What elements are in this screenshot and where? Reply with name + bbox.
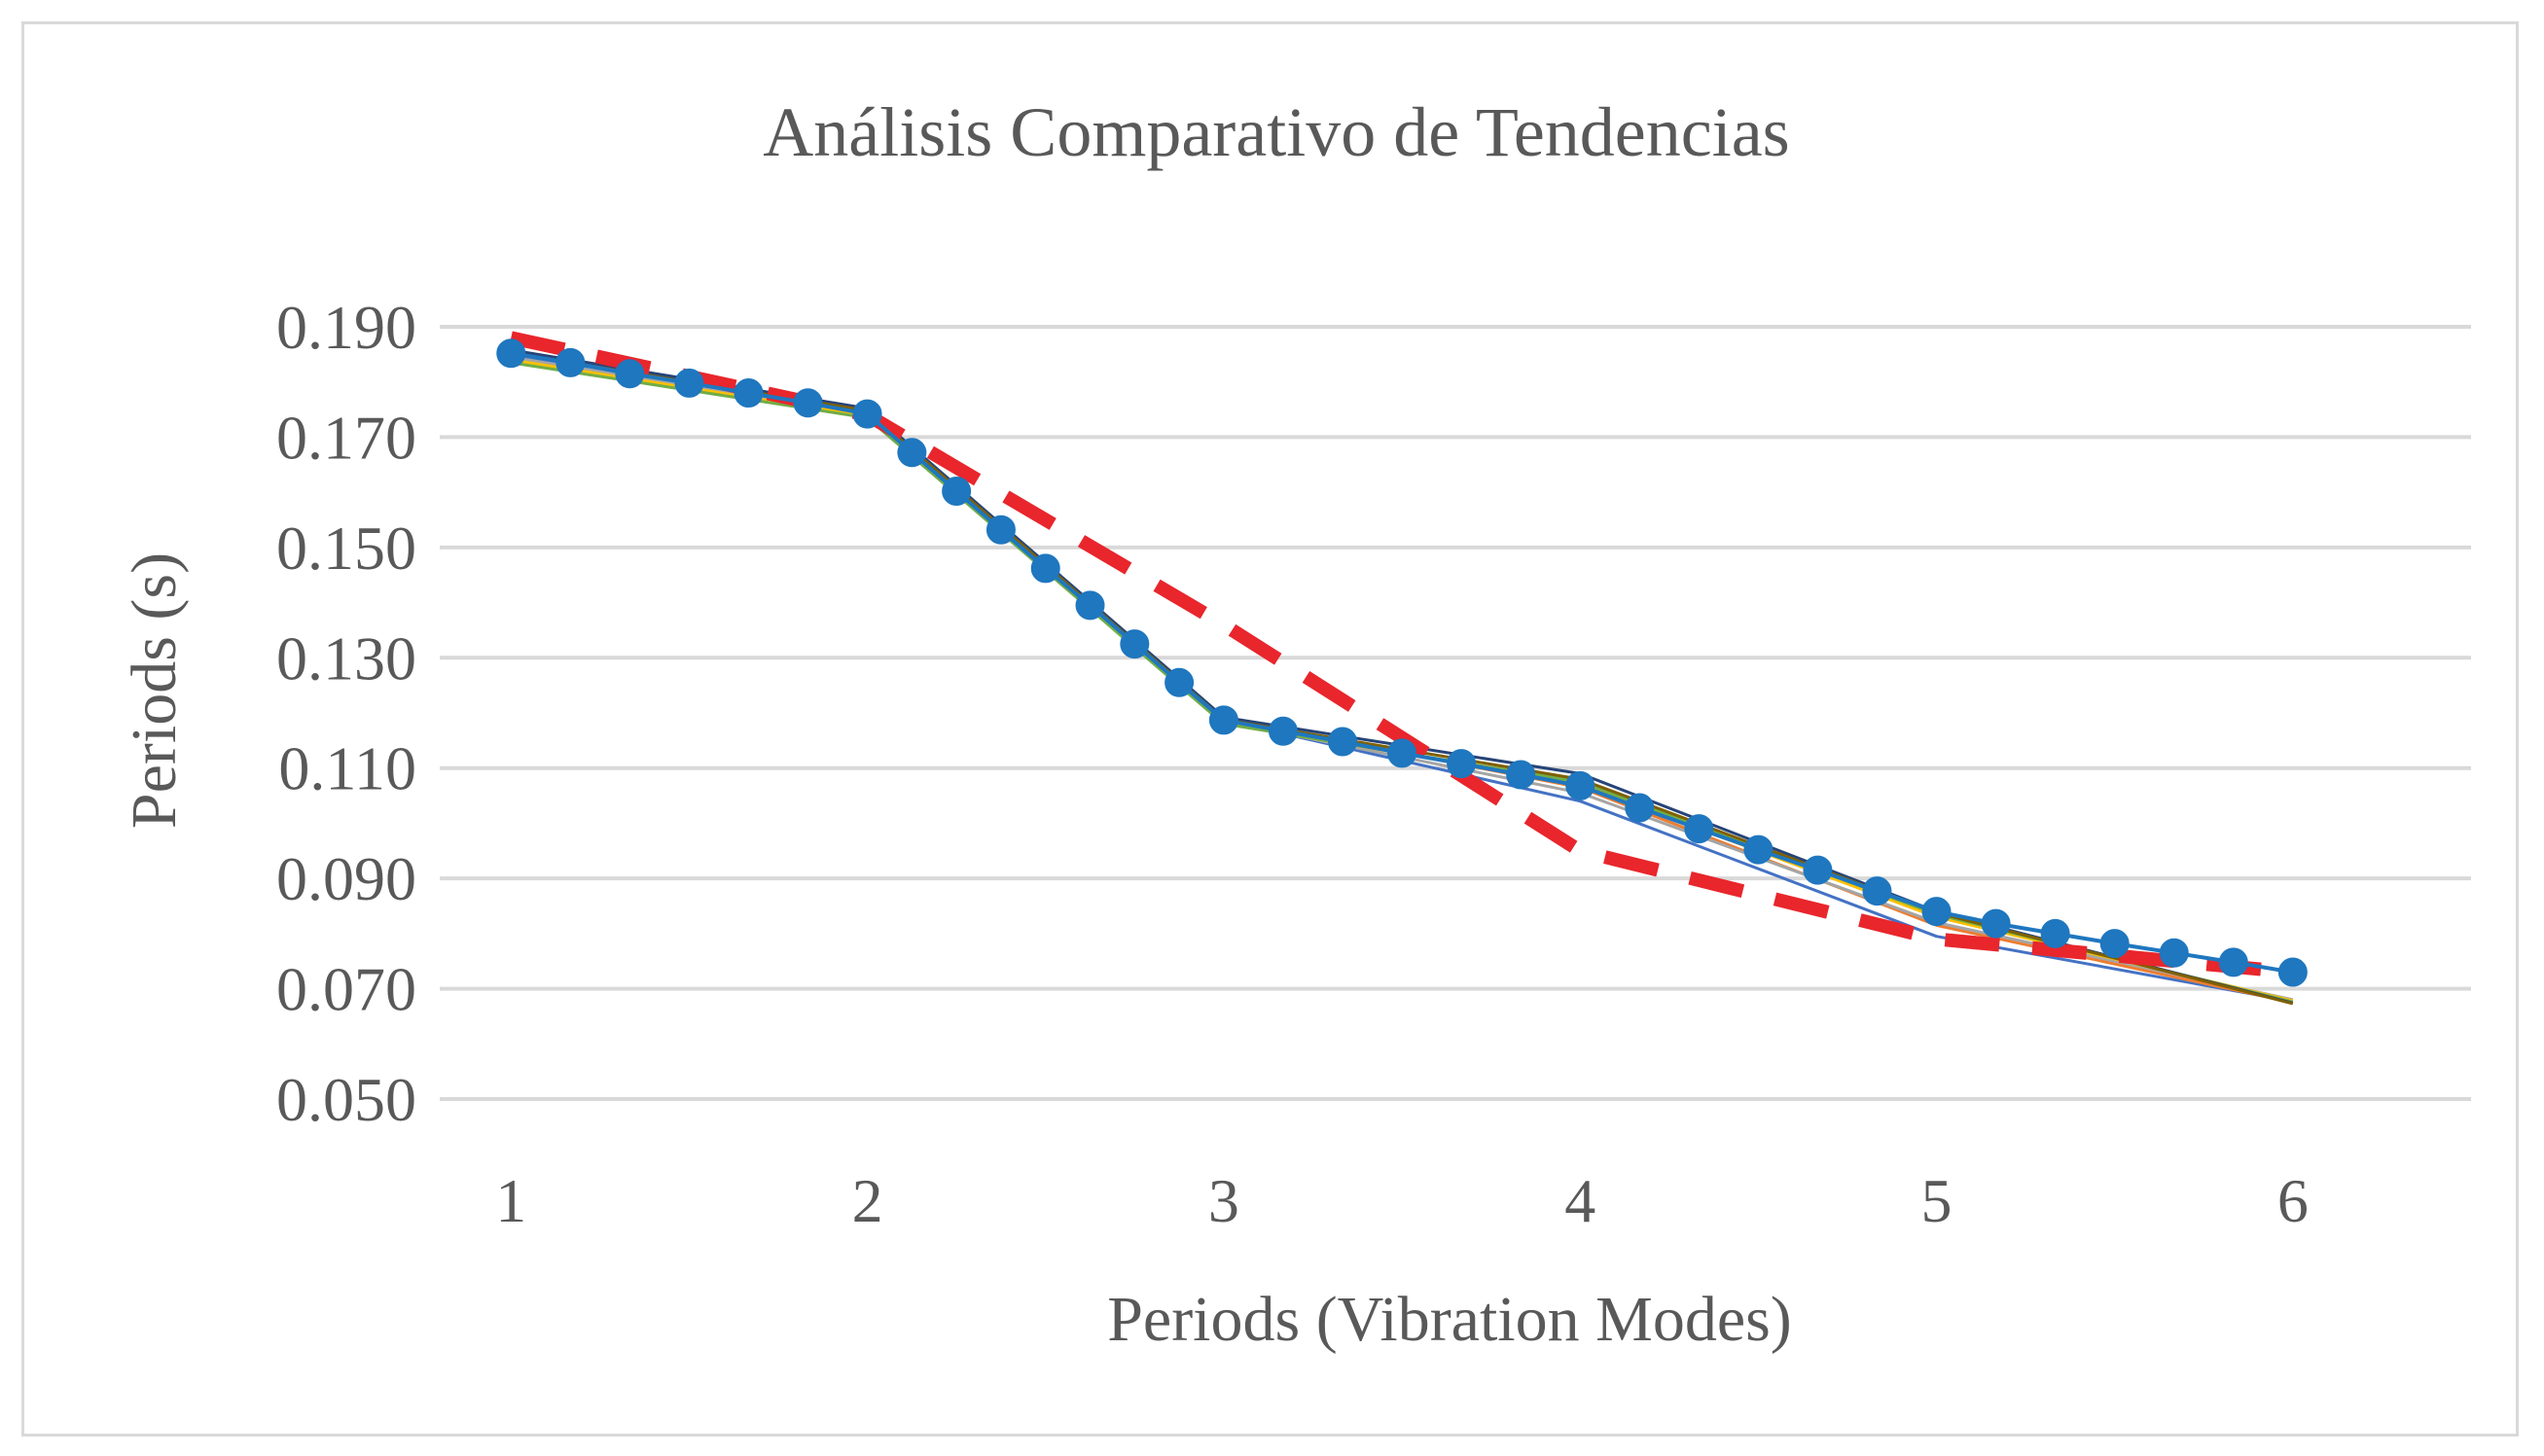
data-point: [1803, 855, 1833, 885]
data-point: [942, 477, 972, 507]
x-tick-label: 2: [852, 1166, 883, 1235]
chart-title: Análisis Comparativo de Tendencias: [763, 93, 1789, 171]
series-line: [511, 350, 2294, 1005]
series-markers: [496, 338, 2308, 987]
series-line: [511, 348, 2294, 1005]
data-point: [1862, 876, 1892, 906]
y-tick-label: 0.130: [276, 623, 416, 692]
data-point: [1075, 590, 1105, 621]
y-tick-label: 0.090: [276, 844, 416, 913]
x-tick-label: 5: [1921, 1166, 1953, 1235]
data-point: [2099, 929, 2130, 959]
y-tick-label: 0.070: [276, 955, 416, 1024]
data-point: [1268, 716, 1298, 746]
y-tick-label: 0.150: [276, 514, 416, 583]
data-point: [674, 368, 704, 398]
x-tick-label: 1: [495, 1166, 526, 1235]
y-axis-label: Periods (s): [119, 552, 190, 829]
data-point: [1165, 667, 1195, 697]
data-point: [1030, 553, 1060, 584]
x-tick-label: 3: [1208, 1166, 1239, 1235]
data-point: [1506, 760, 1536, 790]
x-tick-labels: 1 2 3 4 5 6: [495, 1166, 2309, 1235]
data-point: [852, 399, 882, 429]
series-line: [511, 358, 2294, 1003]
y-tick-labels: 0.190 0.170 0.150 0.130 0.110 0.090 0.070 0.050: [276, 293, 416, 1134]
data-point: [1387, 738, 1417, 768]
y-tick-label: 0.190: [276, 293, 416, 362]
data-point: [2277, 957, 2308, 987]
series-line: [511, 351, 2294, 1006]
data-point: [2159, 938, 2189, 968]
data-point: [985, 515, 1016, 545]
data-point: [2040, 918, 2070, 948]
x-tick-label: 6: [2277, 1166, 2309, 1235]
y-tick-label: 0.170: [276, 403, 416, 472]
data-point: [734, 378, 764, 408]
data-point: [1625, 793, 1655, 823]
series-line: [511, 361, 2294, 1004]
data-point: [1743, 835, 1774, 865]
data-point: [1327, 727, 1357, 757]
data-point: [1921, 897, 1952, 927]
data-point: [1981, 908, 2011, 939]
data-point: [793, 388, 823, 418]
data-point: [496, 338, 526, 369]
series-line: [511, 352, 2294, 1004]
data-point: [2218, 947, 2248, 977]
x-axis-label: Periods (Vibration Modes): [1107, 1284, 1792, 1355]
data-point: [1565, 770, 1595, 800]
data-point: [615, 359, 645, 389]
gridlines: [440, 325, 2471, 1101]
data-point: [1120, 629, 1150, 659]
data-point: [1684, 814, 1714, 844]
data-point: [1208, 705, 1238, 735]
y-tick-label: 0.050: [276, 1065, 416, 1134]
x-tick-label: 4: [1564, 1166, 1595, 1235]
data-point: [555, 347, 586, 377]
data-point: [1447, 749, 1477, 779]
y-tick-label: 0.110: [278, 734, 416, 803]
series-line: [511, 355, 2294, 1002]
data-point: [897, 438, 927, 468]
